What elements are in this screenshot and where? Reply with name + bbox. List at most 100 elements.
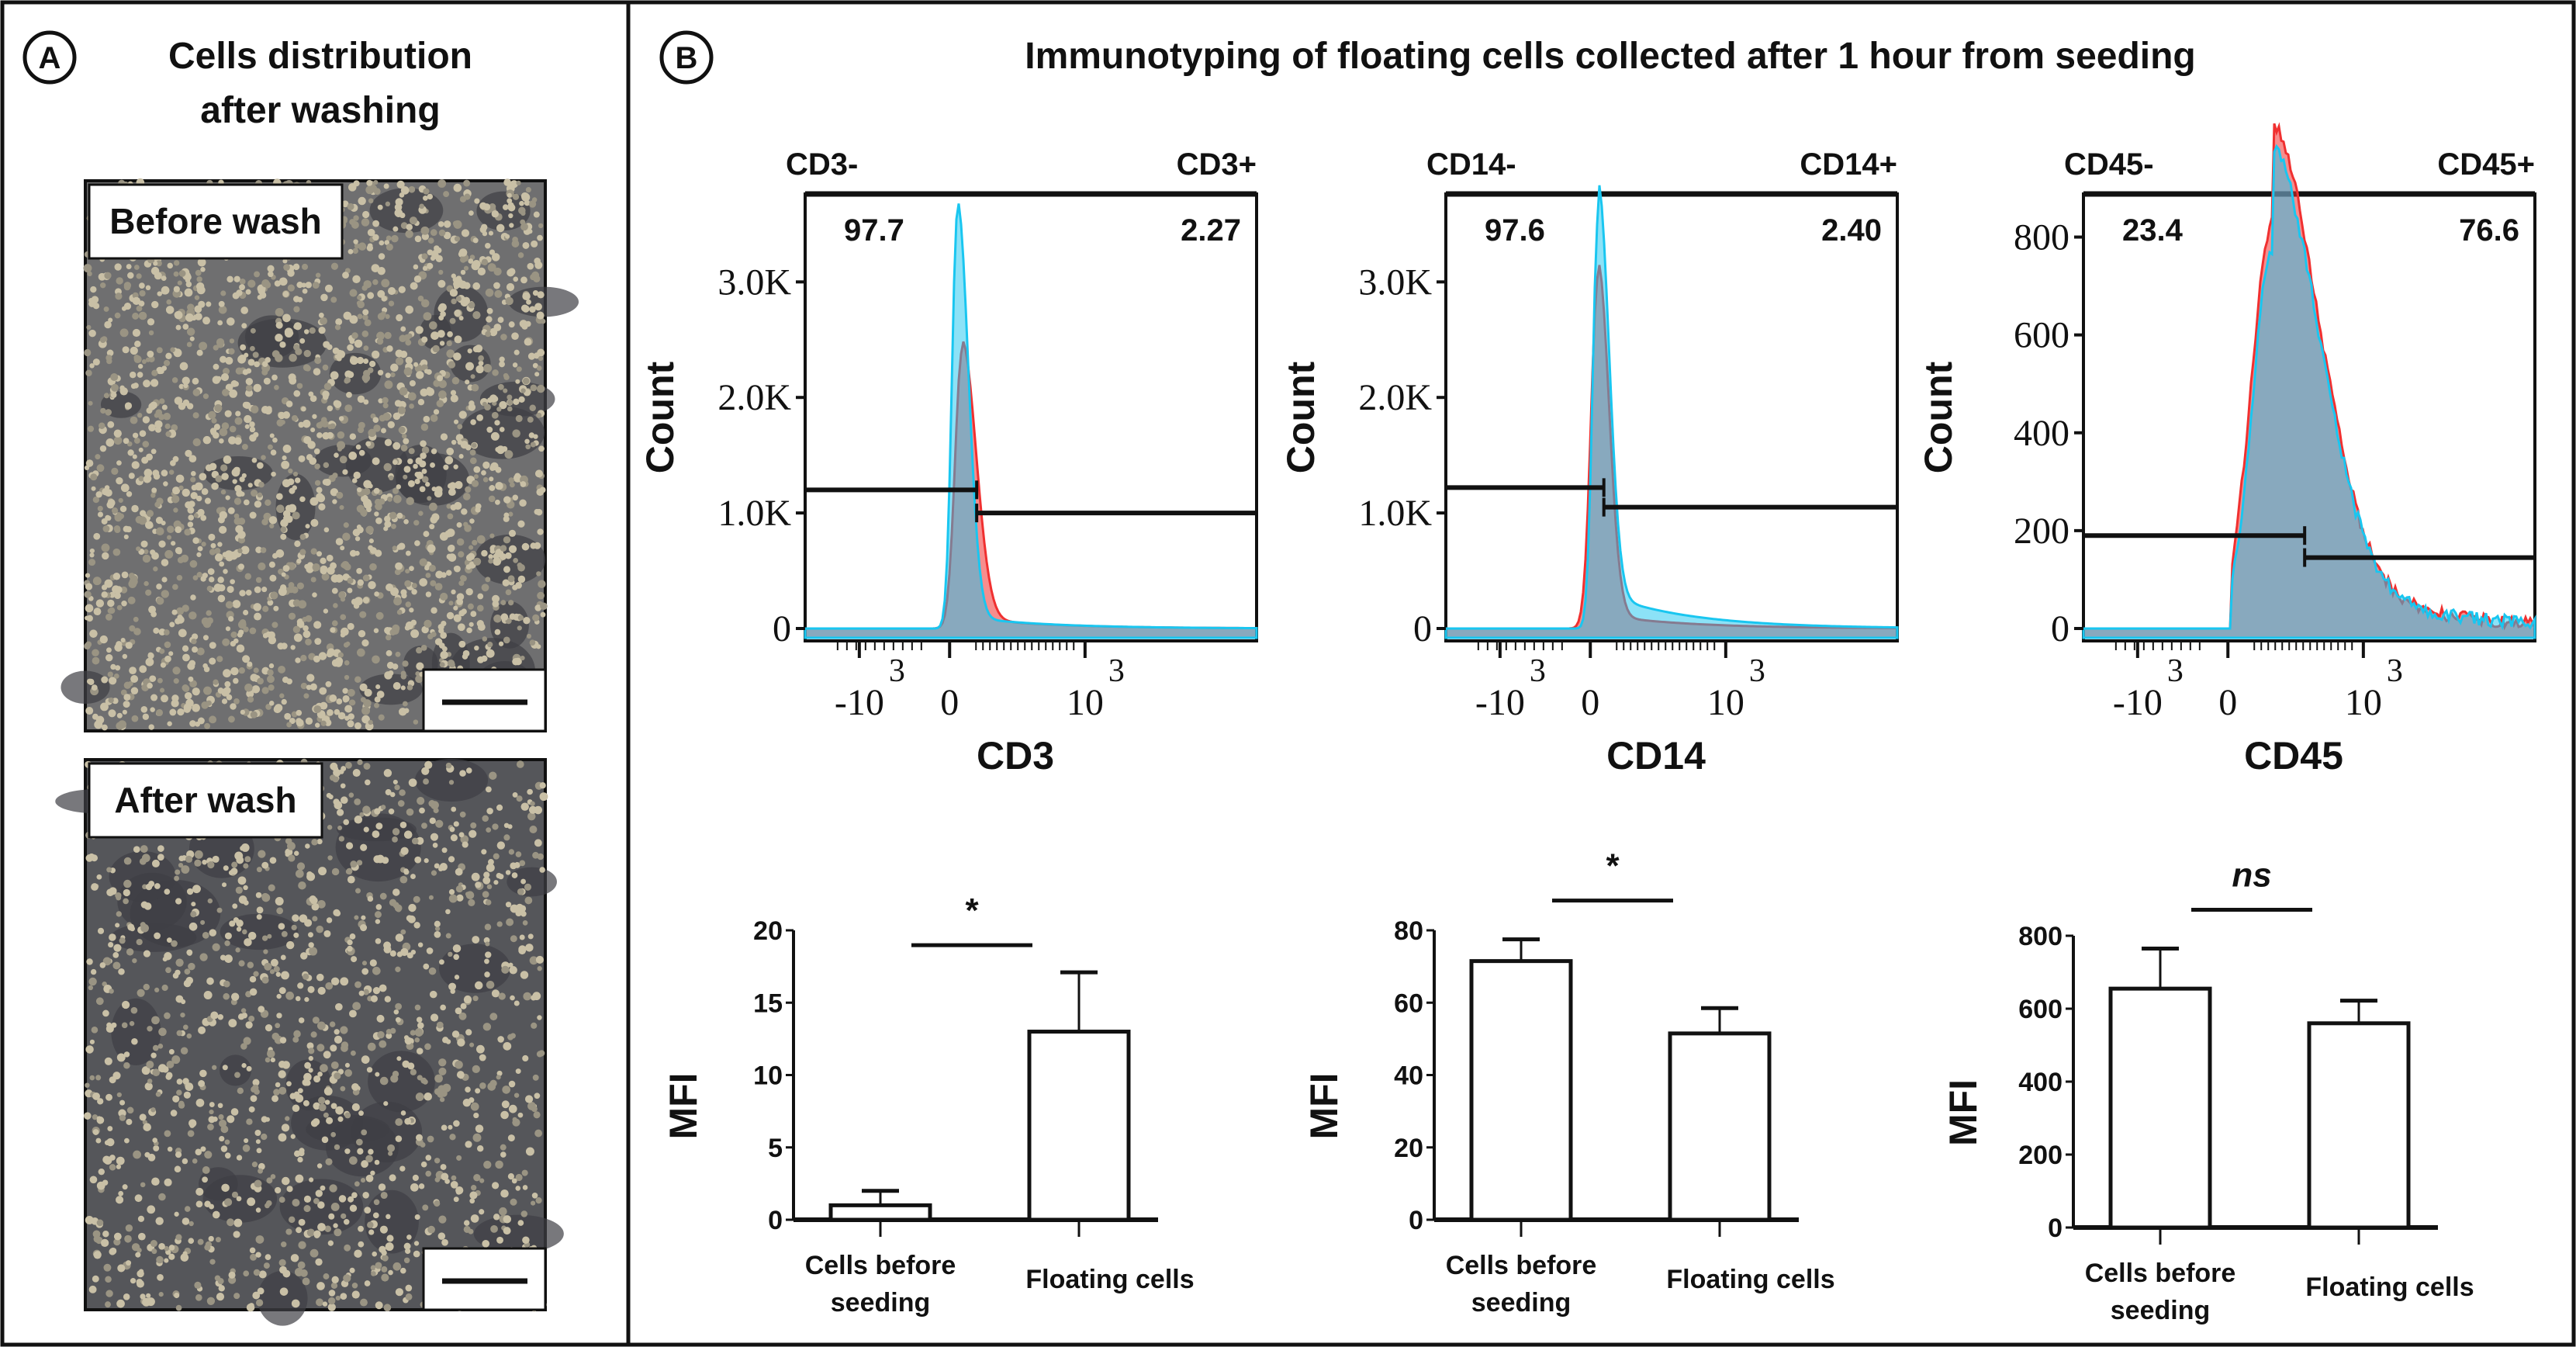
cell xyxy=(255,1207,261,1213)
cell xyxy=(501,1100,510,1109)
cell xyxy=(446,340,452,347)
cell xyxy=(408,903,417,912)
cell xyxy=(362,309,369,316)
cell xyxy=(537,853,545,860)
cell xyxy=(486,884,493,890)
cell xyxy=(185,313,194,322)
cell xyxy=(368,545,374,551)
cell xyxy=(463,179,471,187)
cell xyxy=(271,622,278,628)
cell xyxy=(344,705,353,713)
cell xyxy=(473,1112,479,1119)
gate-negative-percent: 97.7 xyxy=(844,213,904,248)
cell xyxy=(465,189,470,195)
cell xyxy=(500,1151,507,1158)
cell xyxy=(360,924,368,932)
cell xyxy=(324,284,333,293)
cell xyxy=(282,1061,290,1069)
cell xyxy=(308,1047,315,1054)
cell xyxy=(410,1030,417,1036)
cell xyxy=(447,331,453,338)
cell xyxy=(145,357,150,362)
cell xyxy=(230,640,237,647)
cell xyxy=(329,1021,336,1027)
cell xyxy=(157,845,164,852)
cell xyxy=(282,444,292,453)
cell xyxy=(243,499,250,506)
cell xyxy=(508,1080,516,1088)
cell xyxy=(365,1174,374,1183)
cell xyxy=(515,379,520,384)
cell xyxy=(160,662,166,668)
cell xyxy=(375,1301,383,1310)
cell xyxy=(368,428,376,438)
cell xyxy=(192,377,199,385)
dark-gap xyxy=(359,674,423,705)
cell xyxy=(417,399,425,406)
cell xyxy=(132,958,137,964)
cell xyxy=(246,690,254,698)
cell xyxy=(416,1134,423,1141)
cell xyxy=(226,275,233,283)
cell xyxy=(175,526,182,534)
cell xyxy=(243,1270,250,1277)
cell xyxy=(192,537,199,544)
cell xyxy=(129,667,137,675)
cell xyxy=(347,371,354,379)
cell xyxy=(151,1016,160,1025)
cell xyxy=(268,884,275,892)
cell xyxy=(91,486,96,491)
cell xyxy=(118,720,126,729)
cell xyxy=(421,767,430,775)
cell xyxy=(493,853,500,860)
cell xyxy=(394,400,402,407)
cell xyxy=(156,1255,164,1264)
y-tick-label: 400 xyxy=(2018,1068,2063,1097)
cell xyxy=(232,600,241,608)
cell xyxy=(437,1090,444,1098)
cell xyxy=(313,448,320,455)
cell xyxy=(495,1160,503,1169)
cell xyxy=(376,331,385,341)
cell xyxy=(482,891,489,898)
cell xyxy=(250,345,255,351)
cell xyxy=(293,932,299,938)
cell xyxy=(107,671,113,677)
cell xyxy=(140,901,148,909)
cell xyxy=(367,895,374,902)
cell xyxy=(148,605,157,614)
cell xyxy=(280,419,285,425)
cell xyxy=(161,404,168,410)
cell xyxy=(500,1144,507,1151)
cell xyxy=(154,272,162,280)
cell xyxy=(247,279,256,288)
cell xyxy=(403,830,413,839)
cell xyxy=(407,1062,415,1070)
cell xyxy=(151,1177,160,1186)
cell xyxy=(96,1219,104,1227)
cell xyxy=(194,1281,202,1289)
cell xyxy=(395,1118,403,1127)
cell xyxy=(247,483,253,488)
cell xyxy=(533,211,540,218)
cell xyxy=(89,363,95,369)
cell xyxy=(258,1168,263,1174)
cell xyxy=(98,1168,105,1176)
cell xyxy=(92,496,100,504)
cell xyxy=(115,923,120,928)
cell xyxy=(269,969,275,975)
gate-positive-percent: 2.40 xyxy=(1821,213,1882,248)
cell xyxy=(333,768,341,777)
cell xyxy=(348,1156,358,1165)
cell xyxy=(115,586,123,594)
x-tick-label: Cells before xyxy=(805,1251,956,1280)
cell xyxy=(436,400,444,407)
cell xyxy=(298,1241,306,1249)
cell xyxy=(347,720,354,728)
cell xyxy=(495,481,503,490)
cell xyxy=(358,1241,365,1248)
cell xyxy=(424,565,430,571)
cell xyxy=(188,455,197,463)
cell xyxy=(421,469,427,474)
